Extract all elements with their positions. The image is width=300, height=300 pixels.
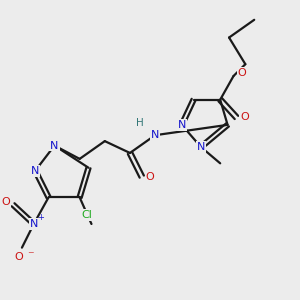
- Text: O: O: [15, 251, 23, 262]
- Text: O: O: [1, 197, 10, 207]
- Text: N: N: [30, 219, 38, 229]
- Text: N: N: [50, 141, 59, 151]
- Text: Cl: Cl: [82, 210, 92, 220]
- Text: O: O: [240, 112, 249, 122]
- Text: N: N: [178, 120, 186, 130]
- Text: N: N: [151, 130, 159, 140]
- Text: O: O: [146, 172, 154, 182]
- Text: H: H: [136, 118, 144, 128]
- Text: N: N: [31, 166, 39, 176]
- Text: N: N: [197, 142, 205, 152]
- Text: +: +: [37, 213, 44, 222]
- Text: ⁻: ⁻: [28, 249, 34, 262]
- Text: O: O: [237, 68, 246, 78]
